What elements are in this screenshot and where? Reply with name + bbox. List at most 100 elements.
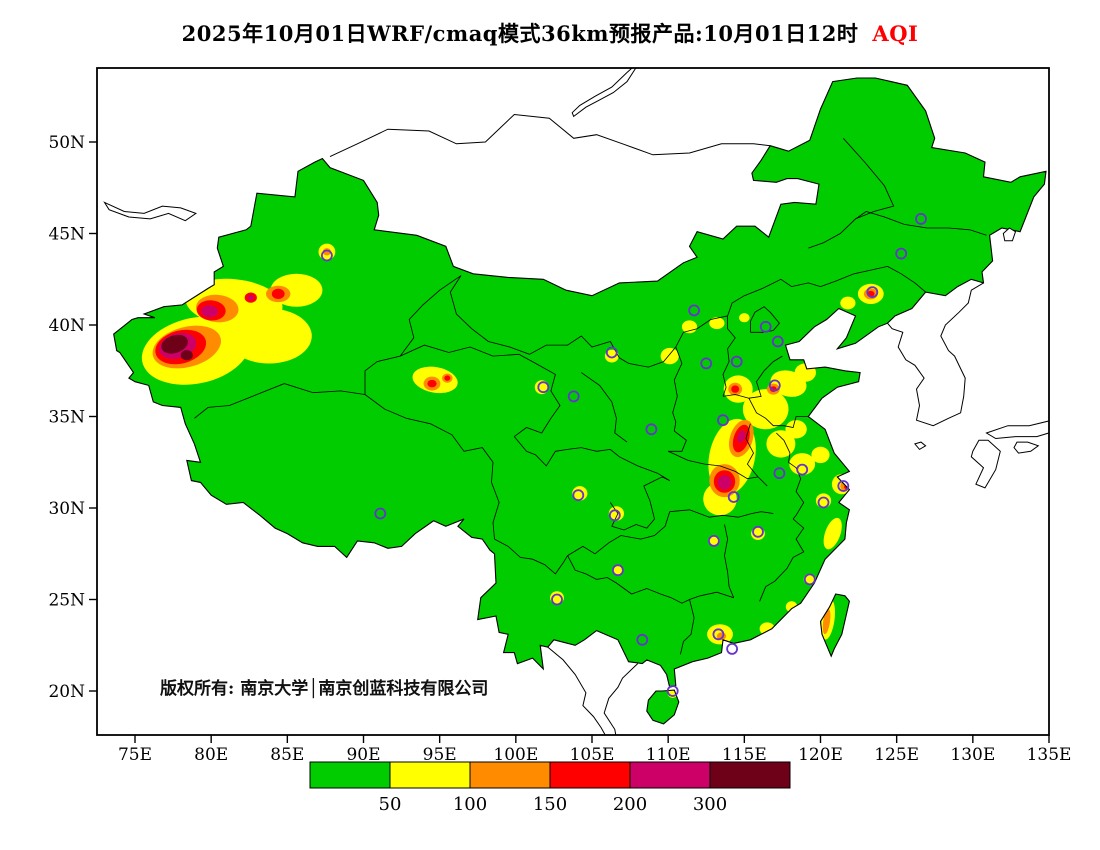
station-marker (837, 480, 850, 492)
shikoku-island (1013, 441, 1040, 454)
lat-tick-label: 25N (48, 591, 85, 611)
station-marker (771, 335, 784, 348)
jeju-island (914, 441, 927, 451)
province-boundary (581, 372, 628, 443)
lon-tick-label: 100E (493, 745, 538, 765)
aqi-hotspot (613, 565, 623, 575)
colorbar-segment (709, 761, 791, 789)
aqi-hotspot (815, 493, 832, 509)
colorbar-segment (629, 761, 711, 789)
aqi-hotspot (803, 573, 816, 585)
aqi-hotspot (739, 313, 750, 323)
plot-title-text: 2025年10月01日WRF/cmaq模式36km预报产品:10月01日12时 (181, 21, 859, 46)
lon-tick-label: 75E (118, 745, 152, 765)
province-boundary (748, 398, 809, 428)
lon-tick-label: 90E (346, 745, 380, 765)
korea-coastline (887, 282, 984, 427)
province-boundary (609, 476, 670, 531)
plot-title: 2025年10月01日WRF/cmaq模式36km预报产品:10月01日12时 A… (0, 18, 1100, 48)
colorbar-segment (469, 761, 551, 789)
colorbar-tick-label: 200 (613, 794, 647, 815)
station-marker (688, 304, 700, 317)
province-boundary (855, 211, 987, 236)
station-marker (712, 628, 725, 641)
watermark-text: 版权所有: 南京大学│南京创蓝科技有限公司 (160, 678, 488, 699)
province-boundary (364, 394, 500, 540)
colorbar-legend: 50 100 150 200 300 (309, 761, 791, 815)
hainan-island-fill (646, 690, 679, 724)
lat-tick-label: 30N (48, 499, 85, 519)
aqi-hotspot (427, 379, 437, 388)
station-marker (726, 643, 738, 655)
aqi-hotspot (717, 475, 732, 490)
lon-tick-label: 80E (194, 745, 228, 765)
lon-tick-label: 135E (1027, 745, 1072, 765)
lake-balkhash (103, 201, 197, 222)
station-marker (572, 489, 585, 502)
colorbar-segment (549, 761, 631, 789)
aqi-hotspot (247, 295, 254, 301)
honshu-coast (985, 420, 1049, 440)
hainan-outline (646, 689, 680, 725)
station-marker (768, 379, 781, 392)
lon-tick-label: 85E (270, 745, 304, 765)
aqi-hotspot (550, 591, 564, 605)
aqi-hotspot (751, 527, 765, 540)
station-marker (895, 247, 908, 260)
station-marker (708, 535, 720, 547)
province-boundary (724, 524, 735, 598)
province-boundary (194, 275, 462, 419)
china-outline (113, 77, 1047, 688)
station-marker (636, 633, 649, 646)
aqi-hotspot (742, 389, 789, 430)
province-boundary (808, 138, 895, 249)
lat-tick-label: 45N (48, 225, 85, 245)
province-boundary (567, 511, 671, 556)
province-boundary (680, 599, 695, 655)
lon-tick-label: 105E (570, 745, 615, 765)
lon-tick-label: 115E (722, 745, 767, 765)
province-boundaries (194, 138, 987, 655)
lon-tick-label: 95E (423, 745, 457, 765)
province-boundary (567, 555, 734, 604)
aqi-hotspot (444, 375, 451, 381)
station-marker (666, 685, 679, 697)
station-marker (605, 346, 618, 359)
station-marker (796, 463, 809, 476)
lake-baikal (571, 68, 637, 118)
station-marker (773, 467, 786, 480)
colorbar-segment (309, 761, 391, 789)
station-marker (608, 509, 621, 522)
station-marker (374, 507, 387, 520)
lon-tick-label: 120E (798, 745, 843, 765)
colorbar-segment (389, 761, 471, 789)
mongolia-russia-border (329, 113, 771, 158)
station-marker (727, 491, 740, 503)
axes: 50N 45N 40N 35N 30N 25N 20N 75E 80E 85E 90E 95E 100E… (48, 133, 1071, 765)
station-markers (320, 212, 927, 697)
station-marker (759, 320, 772, 333)
vietnam-coastline (603, 663, 639, 735)
aqi-hotspot (534, 380, 549, 395)
aqi-hotspot (180, 350, 193, 361)
province-boundary (668, 450, 768, 487)
lon-tick-label: 130E (950, 745, 995, 765)
colorbar-tick-label: 300 (693, 794, 727, 815)
station-marker (717, 414, 729, 427)
aqi-hotspot (811, 446, 830, 464)
aqi-hotspot (785, 420, 807, 439)
taiwan-outline (819, 593, 850, 658)
station-marker (803, 573, 816, 586)
province-boundary (399, 344, 561, 437)
lat-tick-label: 20N (48, 682, 85, 702)
province-boundary (722, 355, 783, 399)
lat-tick-label: 40N (48, 316, 85, 336)
aqi-hotspot (709, 317, 725, 330)
province-boundary (668, 346, 687, 452)
province-boundary (449, 275, 821, 368)
aqi-hotspot (271, 288, 285, 299)
province-boundary (745, 423, 759, 478)
aqi-hotspot (201, 305, 218, 318)
